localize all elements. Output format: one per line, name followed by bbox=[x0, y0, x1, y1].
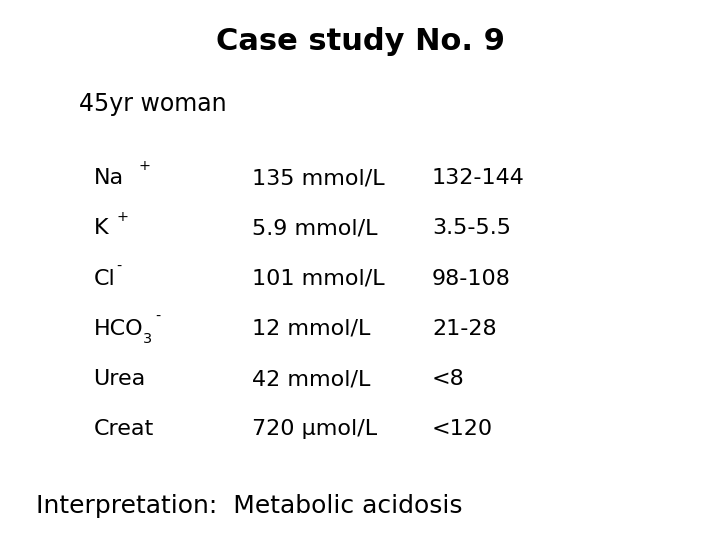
Text: 98-108: 98-108 bbox=[432, 268, 511, 289]
Text: Interpretation:  Metabolic acidosis: Interpretation: Metabolic acidosis bbox=[36, 495, 462, 518]
Text: 135 mmol/L: 135 mmol/L bbox=[252, 168, 384, 188]
Text: <8: <8 bbox=[432, 369, 464, 389]
Text: Creat: Creat bbox=[94, 419, 154, 440]
Text: 101 mmol/L: 101 mmol/L bbox=[252, 268, 384, 289]
Text: 42 mmol/L: 42 mmol/L bbox=[252, 369, 370, 389]
Text: Urea: Urea bbox=[94, 369, 146, 389]
Text: 720 μmol/L: 720 μmol/L bbox=[252, 419, 377, 440]
Text: HCO: HCO bbox=[94, 319, 143, 339]
Text: Na: Na bbox=[94, 168, 124, 188]
Text: K: K bbox=[94, 218, 108, 239]
Text: -: - bbox=[156, 310, 161, 324]
Text: 3.5-5.5: 3.5-5.5 bbox=[432, 218, 511, 239]
Text: <120: <120 bbox=[432, 419, 493, 440]
Text: 5.9 mmol/L: 5.9 mmol/L bbox=[252, 218, 377, 239]
Text: +: + bbox=[138, 159, 150, 173]
Text: Cl: Cl bbox=[94, 268, 115, 289]
Text: 3: 3 bbox=[143, 332, 152, 346]
Text: Case study No. 9: Case study No. 9 bbox=[215, 27, 505, 56]
Text: 21-28: 21-28 bbox=[432, 319, 497, 339]
Text: 12 mmol/L: 12 mmol/L bbox=[252, 319, 370, 339]
Text: +: + bbox=[117, 210, 129, 224]
Text: -: - bbox=[117, 260, 122, 274]
Text: 132-144: 132-144 bbox=[432, 168, 525, 188]
Text: 45yr woman: 45yr woman bbox=[79, 92, 227, 116]
